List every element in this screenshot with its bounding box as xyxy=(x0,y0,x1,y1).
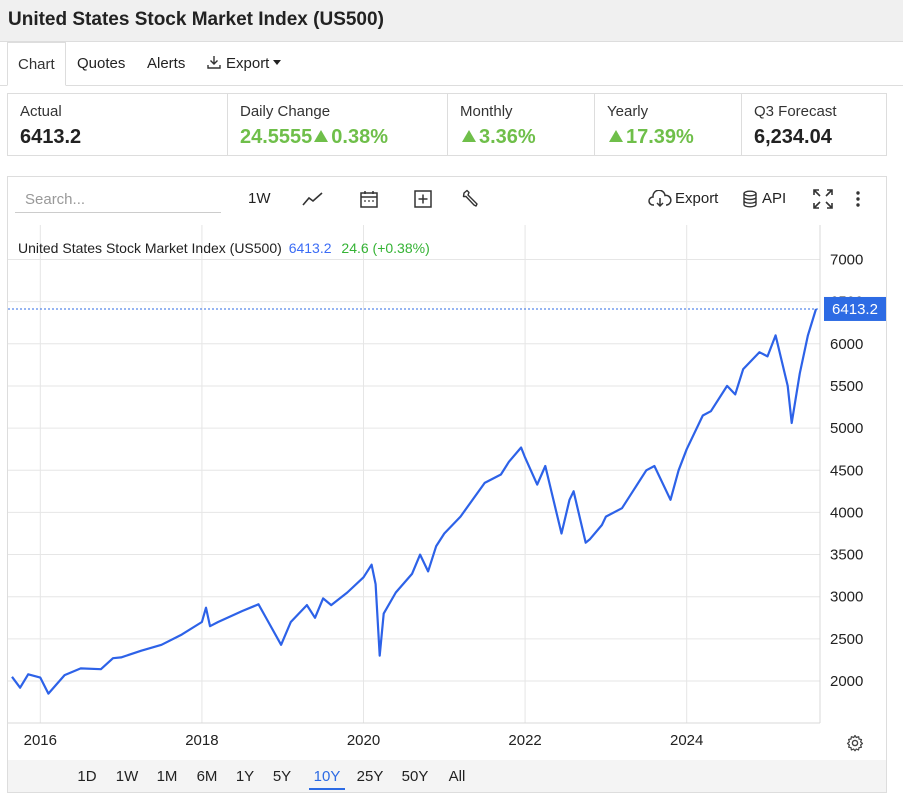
chart-legend: United States Stock Market Index (US500)… xyxy=(18,240,430,256)
stat-daily-change: Daily Change 24.5555 0.38% xyxy=(228,94,448,155)
range-10y[interactable]: 10Y xyxy=(309,764,345,790)
price-chart[interactable]: 2000250030003500400045005000550060006500… xyxy=(8,217,886,757)
stat-value: 17.39% xyxy=(607,126,729,149)
drawing-tools-button[interactable] xyxy=(461,187,481,211)
y-tick-label: 5000 xyxy=(830,420,863,437)
range-selector: 1D 1W 1M 6M 1Y 5Y 10Y 25Y 50Y All xyxy=(8,760,886,792)
add-indicator-button[interactable] xyxy=(413,187,433,211)
y-tick-label: 5500 xyxy=(830,378,863,395)
stat-label: Monthly xyxy=(460,103,513,120)
stat-monthly: Monthly 3.36% xyxy=(448,94,595,155)
y-tick-label: 2000 xyxy=(830,673,863,690)
stats-bar: Actual 6413.2 Daily Change 24.5555 0.38% … xyxy=(7,93,887,156)
tab-export-label: Export xyxy=(226,55,270,72)
range-all[interactable]: All xyxy=(448,768,466,785)
triangle-up-icon xyxy=(609,129,623,142)
stat-label: Actual xyxy=(20,103,62,120)
stat-forecast: Q3 Forecast 6,234.04 xyxy=(742,94,886,155)
tab-bar: Chart Quotes Alerts Export xyxy=(0,42,903,86)
y-tick-label: 3000 xyxy=(830,589,863,606)
tab-alerts[interactable]: Alerts xyxy=(147,42,185,86)
title-bar: United States Stock Market Index (US500) xyxy=(0,0,903,42)
legend-price: 6413.2 xyxy=(288,240,332,256)
yearly-value: 17.39% xyxy=(626,126,694,148)
wrench-icon xyxy=(462,189,478,207)
y-tick-label: 7000 xyxy=(830,252,863,269)
tab-export[interactable]: Export xyxy=(206,42,282,86)
range-25y[interactable]: 25Y xyxy=(356,768,384,785)
range-50y[interactable]: 50Y xyxy=(401,768,429,785)
legend-series-name: United States Stock Market Index (US500) xyxy=(18,240,282,256)
triangle-up-icon xyxy=(462,129,476,142)
cloud-download-icon xyxy=(648,190,672,208)
daily-change-percent: 0.38% xyxy=(331,126,389,148)
x-tick-label: 2020 xyxy=(347,732,380,749)
stat-yearly: Yearly 17.39% xyxy=(595,94,742,155)
search-input[interactable] xyxy=(15,187,221,213)
stat-label: Q3 Forecast xyxy=(754,103,837,120)
x-tick-label: 2024 xyxy=(670,732,703,749)
stat-label: Yearly xyxy=(607,103,649,120)
y-tick-label: 6000 xyxy=(830,336,863,353)
daily-change-value: 24.5555 xyxy=(240,126,313,148)
fullscreen-button[interactable] xyxy=(812,187,834,211)
range-1y[interactable]: 1Y xyxy=(235,768,255,785)
x-tick-label: 2018 xyxy=(185,732,218,749)
chart-type-button[interactable] xyxy=(302,187,324,211)
legend-change: 24.6 (+0.38%) xyxy=(341,240,430,256)
range-5y[interactable]: 5Y xyxy=(272,768,292,785)
fullscreen-icon xyxy=(813,189,833,209)
page-title: United States Stock Market Index (US500) xyxy=(8,9,384,30)
range-6m[interactable]: 6M xyxy=(196,768,218,785)
export-label: Export xyxy=(675,190,719,207)
export-chart-button[interactable]: Export xyxy=(648,187,718,211)
range-1w[interactable]: 1W xyxy=(115,768,139,785)
caret-down-icon xyxy=(273,59,282,65)
last-price-tag xyxy=(824,296,886,321)
plus-square-icon xyxy=(414,190,432,208)
y-tick-label: 4000 xyxy=(830,504,863,521)
chart-settings-button[interactable] xyxy=(846,734,864,757)
line-chart-icon xyxy=(302,192,323,206)
range-1m[interactable]: 1M xyxy=(156,768,178,785)
interval-label: 1W xyxy=(248,190,271,207)
x-tick-label: 2022 xyxy=(508,732,541,749)
triangle-up-icon xyxy=(314,129,329,142)
interval-button[interactable]: 1W xyxy=(248,187,271,211)
calendar-icon xyxy=(360,191,378,208)
stat-value: 24.5555 0.38% xyxy=(240,126,435,149)
y-tick-label: 4500 xyxy=(830,462,863,479)
stat-value: 6413.2 xyxy=(20,126,82,148)
series-line[interactable] xyxy=(11,308,818,695)
api-label: API xyxy=(762,190,787,207)
tab-quotes[interactable]: Quotes xyxy=(77,42,125,86)
calendar-button[interactable] xyxy=(359,187,379,211)
tab-chart[interactable]: Chart xyxy=(7,42,66,86)
tab-quotes-label: Quotes xyxy=(77,55,126,72)
x-tick-label: 2016 xyxy=(24,732,57,749)
tab-chart-label: Chart xyxy=(18,56,55,73)
stat-value: 6,234.04 xyxy=(754,126,832,148)
range-1d[interactable]: 1D xyxy=(77,768,97,785)
monthly-value: 3.36% xyxy=(479,126,536,148)
settings-gear-icon xyxy=(846,734,864,752)
chart-panel: 1W Export API 2000 2500 3000 3500 4000 4500 50… xyxy=(7,176,887,793)
stat-value: 3.36% xyxy=(460,126,582,149)
y-tick-label: 2500 xyxy=(830,631,863,648)
more-vertical-icon xyxy=(856,191,860,207)
database-icon xyxy=(743,190,757,208)
y-tick-label: 3500 xyxy=(830,547,863,564)
stat-actual: Actual 6413.2 xyxy=(8,94,228,155)
more-options-button[interactable] xyxy=(854,187,862,211)
download-icon xyxy=(207,56,221,69)
stat-label: Daily Change xyxy=(240,103,331,120)
api-button[interactable]: API xyxy=(742,187,786,211)
last-price-label: 6413.2 xyxy=(832,301,878,318)
tab-alerts-label: Alerts xyxy=(147,55,186,72)
